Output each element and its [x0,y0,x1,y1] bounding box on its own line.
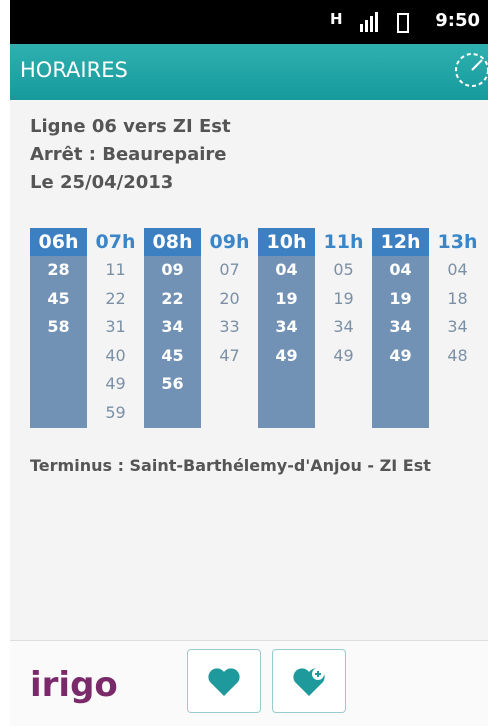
hour-column: 13h 04 18 34 48 [429,228,486,428]
minute-label: 45 [144,346,201,365]
terminus: Terminus : Saint-Barthélemy-d'Anjou - ZI… [30,454,470,478]
minute-label: 59 [87,403,144,422]
minute-label: 34 [429,317,486,336]
screen: H 9:50 HORAIRES Ligne 06 vers ZI Est Arr… [10,0,488,726]
hour-label: 06h [30,228,87,256]
minute-label: 45 [30,289,87,308]
footer: irigo [10,640,488,726]
minute-label: 49 [87,374,144,393]
minute-label: 09 [144,260,201,279]
minute-label: 34 [315,317,372,336]
minute-label: 49 [315,346,372,365]
logo: irigo [30,665,118,705]
minute-label: 05 [315,260,372,279]
clock: 9:50 [435,10,480,31]
minute-label: 04 [429,260,486,279]
hour-column: 10h 04 19 34 49 [258,228,315,428]
favorites-button[interactable] [187,649,261,713]
minute-label: 34 [144,317,201,336]
minute-label: 19 [315,289,372,308]
minute-label: 31 [87,317,144,336]
hour-column: 06h 28 45 58 [30,228,87,428]
hour-column: 11h 05 19 34 49 [315,228,372,428]
minute-label: 40 [87,346,144,365]
minute-label: 33 [201,317,258,336]
hour-label: 12h [372,228,429,256]
minute-label: 56 [144,374,201,393]
header: HORAIRES [10,44,488,100]
line-info: Ligne 06 vers ZI Est [30,116,231,137]
minute-label: 22 [87,289,144,308]
minute-label: 48 [429,346,486,365]
hour-column: 07h 11 22 31 40 49 59 [87,228,144,428]
hour-column: 12h 04 19 34 49 [372,228,429,428]
minute-label: 04 [372,260,429,279]
minute-label: 19 [258,289,315,308]
minute-label: 34 [258,317,315,336]
minute-label: 04 [258,260,315,279]
minute-label: 11 [87,260,144,279]
hour-label: 07h [87,228,144,256]
minute-label: 34 [372,317,429,336]
header-title: HORAIRES [20,58,128,82]
page: H 9:50 HORAIRES Ligne 06 vers ZI Est Arr… [0,0,495,726]
minute-label: 47 [201,346,258,365]
minute-label: 58 [30,317,87,336]
minute-label: 22 [144,289,201,308]
heart-plus-icon [273,650,345,712]
heart-icon [188,650,260,712]
hour-label: 09h [201,228,258,256]
minute-label: 49 [372,346,429,365]
hour-column: 09h 07 20 33 47 [201,228,258,428]
hour-label: 13h [429,228,486,256]
status-bar: H 9:50 [10,0,488,44]
clock-icon[interactable] [450,50,488,90]
hour-label: 10h [258,228,315,256]
hour-label: 11h [315,228,372,256]
hour-label: 08h [144,228,201,256]
minute-label: 19 [372,289,429,308]
network-indicator: H [330,10,343,28]
minute-label: 18 [429,289,486,308]
stop-info: Arrêt : Beaurepaire [30,144,227,165]
minute-label: 07 [201,260,258,279]
minute-label: 20 [201,289,258,308]
add-favorite-button[interactable] [272,649,346,713]
minute-label: 49 [258,346,315,365]
hour-column: 08h 09 22 34 45 56 [144,228,201,428]
date-info: Le 25/04/2013 [30,172,173,193]
signal-battery-icons [360,12,420,34]
minute-label: 28 [30,260,87,279]
